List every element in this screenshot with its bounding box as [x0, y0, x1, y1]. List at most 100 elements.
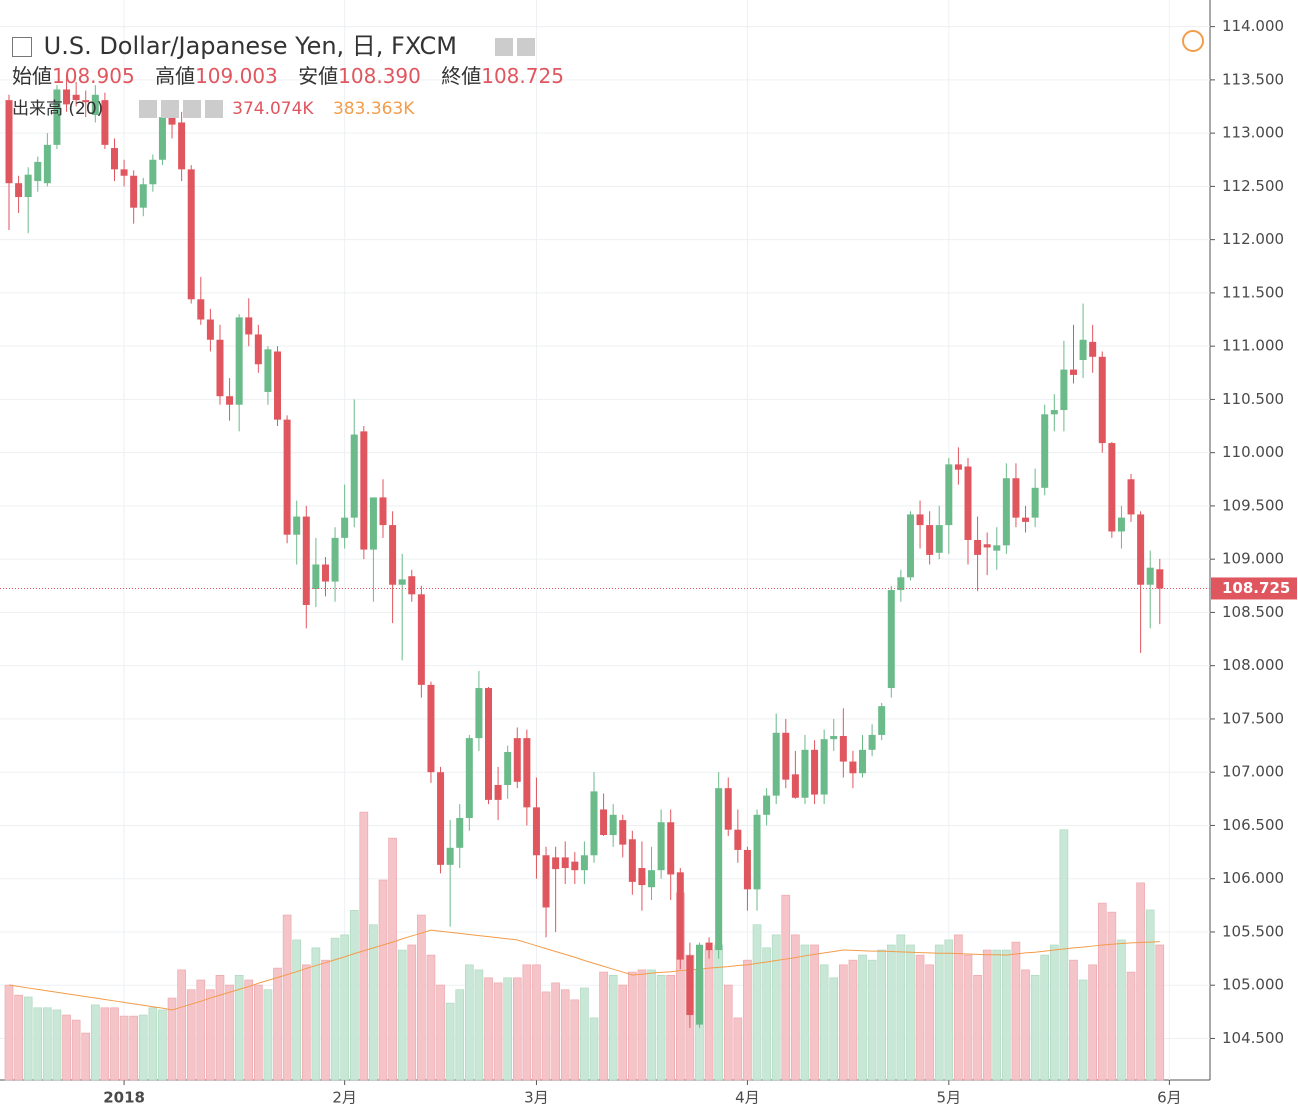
volume-bar — [877, 949, 886, 1081]
candle-body — [34, 161, 42, 182]
volume-bar — [426, 954, 436, 1081]
volume-bar — [743, 959, 752, 1081]
volume-bar — [196, 979, 206, 1081]
candle-body — [897, 577, 905, 591]
alert-icon[interactable] — [1182, 30, 1204, 52]
collapse-icon[interactable] — [12, 37, 32, 57]
volume-bar — [637, 969, 647, 1081]
volume-bar — [119, 1015, 129, 1081]
candle-body — [5, 100, 13, 184]
volume-bar — [656, 975, 666, 1081]
volume-bar — [292, 939, 302, 1081]
volume-bar — [455, 989, 465, 1081]
candle-body — [993, 545, 1001, 551]
volume-icon[interactable] — [204, 100, 223, 118]
candle-body — [91, 94, 99, 116]
candle-body — [494, 784, 502, 800]
volume-bar — [580, 987, 589, 1081]
candle-body — [321, 564, 329, 582]
volume-bar — [474, 969, 484, 1081]
volume-bar — [417, 914, 426, 1081]
volume-bar — [647, 969, 656, 1081]
candle-body — [360, 431, 368, 550]
volume-bar — [781, 894, 791, 1081]
volume-bar — [167, 997, 177, 1081]
candle-body — [475, 688, 483, 739]
volume-bar — [33, 1007, 43, 1081]
volume-bar — [771, 934, 781, 1081]
open-label: 始値 — [12, 64, 52, 88]
y-tick-label: 113.500 — [1222, 70, 1284, 88]
volume-bar — [100, 1007, 110, 1081]
volume-bar — [1097, 902, 1107, 1081]
volume-bar — [148, 1007, 158, 1081]
x-tick-label: 3月 — [524, 1089, 549, 1107]
settings-icon[interactable] — [494, 38, 513, 56]
candle-body — [110, 148, 118, 170]
volume-bar — [465, 964, 474, 1081]
volume-bar — [714, 944, 723, 1081]
volume-bar — [1011, 941, 1021, 1081]
candle-body — [158, 117, 166, 160]
volume-bar — [628, 971, 637, 1081]
volume-bar — [762, 947, 771, 1081]
volume-bar — [407, 944, 417, 1081]
volume-bar — [1107, 911, 1117, 1081]
candle-body — [254, 334, 262, 365]
candle-body — [1098, 356, 1106, 444]
volume-bar — [963, 954, 973, 1081]
volume-bar — [110, 1007, 119, 1081]
settings-icon[interactable] — [516, 38, 535, 56]
y-tick-label: 109.000 — [1222, 550, 1284, 568]
candle-body — [839, 735, 847, 762]
volume-bar — [906, 944, 915, 1081]
candle-body — [417, 594, 425, 685]
volume-bar — [273, 967, 282, 1081]
candle-body — [302, 516, 310, 605]
candle-body — [638, 868, 646, 886]
candle-body — [676, 872, 684, 960]
candle-body — [283, 419, 291, 535]
volume-icon[interactable] — [182, 100, 201, 118]
volume-bar — [925, 964, 934, 1081]
volume-bar — [503, 977, 512, 1081]
volume-icon[interactable] — [160, 100, 179, 118]
candle-body — [667, 822, 675, 875]
y-tick-label: 106.000 — [1222, 869, 1284, 887]
volume-bar — [934, 944, 944, 1081]
candle-body — [178, 122, 186, 170]
y-tick-label: 111.000 — [1222, 337, 1284, 355]
volume-icon[interactable] — [138, 100, 157, 118]
low-label: 安値 — [298, 64, 339, 88]
volume-bar — [704, 949, 714, 1081]
volume-bar — [1088, 964, 1097, 1081]
volume-bar — [608, 975, 618, 1081]
volume-bar — [589, 1017, 599, 1081]
volume-bar — [23, 996, 33, 1081]
candle-body — [389, 525, 397, 585]
volume-bar — [62, 1014, 71, 1081]
volume-bar — [1155, 944, 1165, 1081]
candle-body — [743, 849, 751, 890]
candle-body — [456, 817, 464, 848]
y-tick-label: 109.500 — [1222, 496, 1284, 514]
y-tick-label: 114.000 — [1222, 17, 1284, 35]
candle-body — [648, 870, 656, 888]
volume-bar — [810, 944, 819, 1081]
candle-body — [887, 590, 895, 689]
candle-body — [331, 537, 339, 582]
volume-bar — [723, 984, 733, 1081]
candle-body — [149, 159, 157, 185]
volume-ma-line — [8, 929, 1160, 1011]
volume-bar — [570, 999, 580, 1081]
volume-bar — [896, 934, 906, 1081]
volume-bar — [1069, 959, 1078, 1081]
y-tick-label: 105.500 — [1222, 922, 1284, 940]
volume-bar — [867, 959, 877, 1081]
candle-body — [437, 772, 445, 865]
candle-body — [1146, 567, 1154, 585]
candle-body — [245, 317, 253, 335]
volume-bar — [369, 924, 378, 1081]
candle-body — [1031, 487, 1039, 518]
